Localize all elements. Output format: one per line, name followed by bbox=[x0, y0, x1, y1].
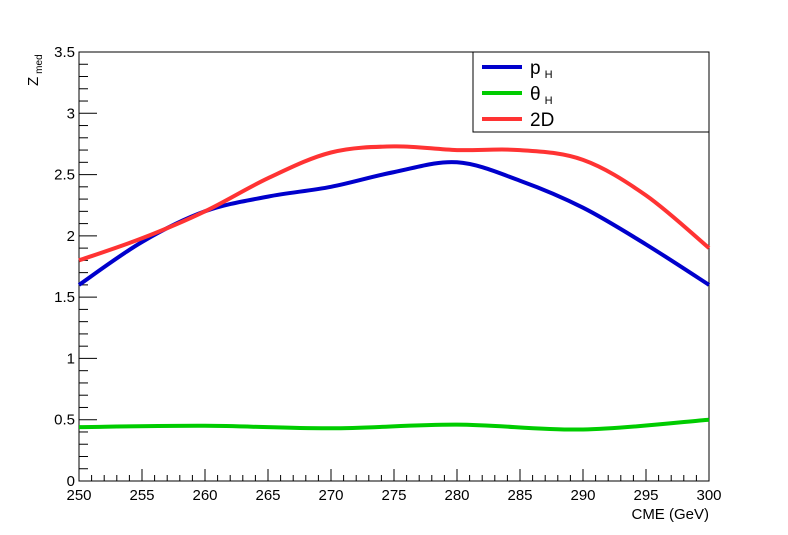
legend-label-main: p bbox=[530, 58, 541, 79]
y-tick-label: 1 bbox=[67, 350, 75, 367]
y-tick-label: 1.5 bbox=[54, 289, 75, 306]
series-line-2d bbox=[78, 144, 711, 263]
legend-label: 2D bbox=[530, 110, 554, 131]
x-tick-label: 255 bbox=[129, 487, 154, 504]
series-lines bbox=[77, 144, 711, 432]
y-axis-title-subscript: med bbox=[34, 54, 45, 73]
legend-label-subscript: H bbox=[545, 69, 553, 81]
y-tick-label: 2.5 bbox=[54, 167, 75, 184]
x-axis-title: CME (GeV) bbox=[631, 506, 709, 523]
x-tick-label: 295 bbox=[633, 487, 658, 504]
axes: 250 255 260 265 270 275 280 285 290 295 300 0 0.5 1 1.… bbox=[25, 44, 722, 523]
y-axis-title-main: Z bbox=[25, 77, 42, 86]
x-tick-label: 300 bbox=[696, 487, 721, 504]
series-line-θ-h bbox=[78, 417, 710, 432]
y-tick-label: 0.5 bbox=[54, 412, 75, 429]
legend-label-subscript: H bbox=[545, 95, 553, 107]
x-tick-label: 290 bbox=[570, 487, 595, 504]
legend-label-main: θ bbox=[530, 84, 541, 105]
x-tick-label: 275 bbox=[381, 487, 406, 504]
y-tick-label: 3.5 bbox=[54, 44, 75, 61]
x-tick-label: 265 bbox=[255, 487, 280, 504]
x-tick-label: 280 bbox=[444, 487, 469, 504]
y-tick-label: 0 bbox=[67, 473, 75, 490]
x-tick-label: 260 bbox=[192, 487, 217, 504]
y-axis-title: Zmed bbox=[25, 54, 45, 86]
x-tick-label: 285 bbox=[507, 487, 532, 504]
x-tick-label: 250 bbox=[66, 487, 91, 504]
legend-label-main: 2D bbox=[530, 110, 554, 131]
legend: p Hθ H2D bbox=[472, 51, 710, 133]
y-tick-label: 2 bbox=[67, 228, 75, 245]
y-tick-label: 3 bbox=[67, 105, 75, 122]
x-tick-label: 270 bbox=[318, 487, 343, 504]
